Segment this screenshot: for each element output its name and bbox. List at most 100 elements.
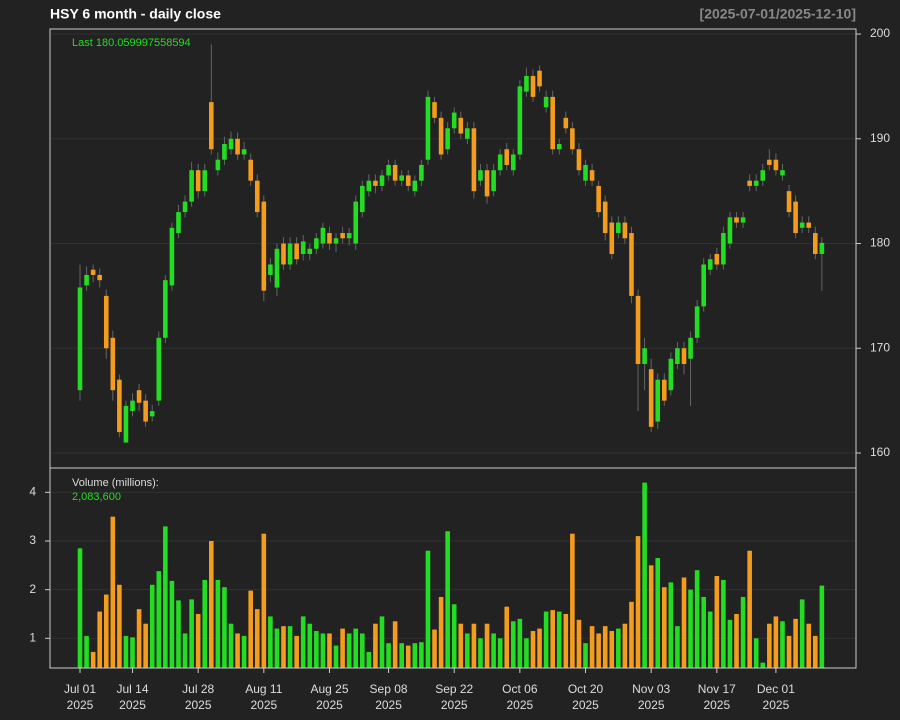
volume-bar [556, 611, 562, 668]
candle-body [556, 144, 562, 150]
y-tick-label: 3 [29, 533, 36, 547]
chart-title: HSY 6 month - daily close [50, 6, 221, 22]
volume-bar [392, 621, 398, 668]
volume-bar [215, 579, 221, 668]
candle-body [576, 149, 582, 171]
date-range: [2025-07-01/2025-12-10] [700, 6, 856, 22]
candle-body [274, 248, 280, 288]
candle-body [806, 222, 812, 228]
candle-body [451, 112, 457, 129]
candle-body [780, 170, 785, 176]
candle-body [786, 191, 792, 213]
candle-body [517, 86, 523, 155]
candle-body [123, 405, 129, 443]
volume-bar [405, 645, 411, 668]
volume-bar [130, 637, 135, 668]
candle-body [209, 102, 214, 150]
volume-bar [123, 635, 129, 668]
candle-body [228, 138, 234, 150]
volume-bar [202, 579, 208, 668]
candle-body [537, 70, 542, 87]
volume-bar [90, 651, 96, 668]
candle-body [760, 170, 766, 181]
candle-body [688, 337, 693, 359]
candle-body [773, 159, 779, 171]
candle-body [740, 217, 746, 223]
volume-bar [570, 533, 575, 668]
candle-body [379, 175, 385, 186]
candle-body [721, 233, 726, 265]
volume-bar [399, 643, 404, 668]
candle-body [340, 233, 345, 239]
volume-bar [760, 662, 766, 668]
candle-body [616, 222, 621, 234]
volume-bar [504, 606, 510, 668]
candle-body [136, 390, 142, 403]
candle-body [642, 348, 647, 364]
volume-bar [576, 619, 582, 668]
volume-panel-frame [49, 467, 857, 669]
candle-body [589, 170, 595, 181]
volume-bar [333, 645, 339, 668]
y-tick-label: 4 [29, 485, 36, 499]
volume-bar [596, 633, 601, 668]
candle-body [668, 358, 674, 391]
candle-body [793, 201, 798, 234]
x-tick-label: Jul 01 2025 [64, 682, 96, 712]
candle-body [812, 233, 818, 254]
volume-bar [432, 629, 437, 668]
volume-bar [793, 618, 798, 668]
volume-bar [143, 623, 148, 668]
volume-bar [589, 626, 595, 668]
candle-body [583, 164, 588, 181]
candle-body [399, 175, 404, 181]
y-tick-label: 200 [870, 26, 890, 40]
volume-bar [740, 596, 746, 668]
candle-body [681, 348, 687, 364]
volume-bar [228, 623, 234, 668]
candle-body [333, 238, 339, 244]
volume-bar [379, 616, 385, 668]
volume-bar [773, 616, 779, 668]
candle-body [97, 274, 102, 281]
x-tick-label: Sep 08 2025 [370, 682, 408, 712]
volume-bar [222, 587, 227, 668]
candle-body [353, 201, 359, 244]
volume-bar [471, 623, 477, 668]
candle-body [714, 253, 720, 265]
volume-bar [537, 628, 542, 668]
candle-body [662, 379, 667, 401]
volume-bar [530, 631, 536, 668]
x-tick-label: Dec 01 2025 [757, 682, 795, 712]
x-tick-label: Oct 20 2025 [568, 682, 604, 712]
volume-bar [419, 642, 424, 668]
volume-bar [163, 526, 168, 668]
candle-body [149, 411, 155, 417]
candle-body [675, 348, 680, 364]
y-tick-label: 160 [870, 445, 890, 459]
volume-bar [103, 594, 109, 668]
volume-bar [806, 623, 812, 668]
candle-body [478, 170, 483, 181]
x-tick-label: Jul 28 2025 [182, 682, 214, 712]
candle-body [189, 170, 194, 202]
volume-bar [281, 626, 286, 668]
candle-body [753, 180, 759, 186]
volume-bar [819, 585, 825, 668]
candle-body [747, 180, 752, 186]
candle-body [143, 400, 148, 422]
candle-body [346, 233, 352, 239]
y-tick-label: 180 [870, 236, 890, 250]
candle-body [471, 128, 477, 192]
volume-bar [609, 631, 615, 668]
volume-bar [346, 633, 352, 668]
candle-body [458, 117, 464, 134]
candle-body [622, 222, 628, 239]
candle-body [169, 227, 175, 286]
volume-bar [235, 633, 240, 668]
volume-bar [195, 613, 201, 668]
volume-bar [648, 565, 654, 668]
volume-bar [340, 628, 345, 668]
volume-bar [812, 635, 818, 668]
